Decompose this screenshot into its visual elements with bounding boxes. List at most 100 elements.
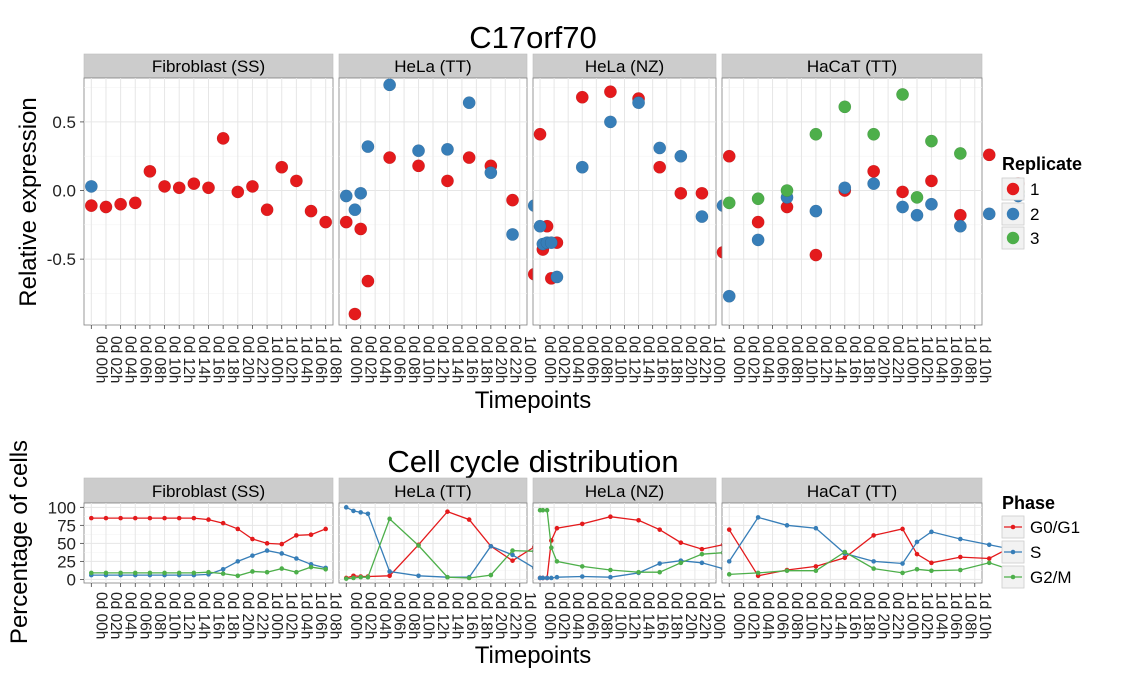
panel-strip-label: HaCaT (TT)	[807, 482, 897, 501]
x-tick-label: 0d 22h	[696, 592, 713, 639]
data-point	[579, 521, 585, 527]
x-tick-label: 0d 18h	[477, 336, 494, 383]
data-point	[128, 196, 142, 210]
x-tick-label: 0d 08h	[788, 336, 805, 383]
data-point	[678, 540, 684, 545]
data-point	[279, 541, 285, 547]
x-tick-label: 0d 10h	[802, 592, 819, 639]
data-point	[695, 210, 709, 224]
x-tick-label: 0d 08h	[597, 336, 614, 383]
data-point	[466, 575, 472, 581]
data-point	[900, 561, 905, 566]
data-point	[914, 539, 920, 545]
x-tick-label: 1d 04h	[932, 336, 949, 383]
series-line	[728, 516, 1019, 565]
data-point	[554, 574, 560, 580]
data-point	[416, 543, 421, 548]
data-point	[235, 573, 241, 579]
x-tick-label: 0d 04h	[376, 336, 393, 383]
y-tick-label: 50	[57, 534, 76, 553]
x-tick-label: 0d 20h	[875, 336, 892, 383]
x-tick-label: 0d 16h	[463, 592, 480, 639]
data-point	[914, 551, 920, 557]
data-point	[365, 511, 371, 517]
y-axis-title: Relative expression	[15, 97, 42, 306]
y-tick-label: 100	[48, 498, 76, 517]
x-tick-label: 0d 22h	[889, 592, 906, 639]
data-point	[323, 526, 328, 532]
x-tick-label: 0d 06h	[391, 336, 408, 383]
x-tick-label: 0d 00h	[730, 592, 747, 639]
legend-key-point	[1010, 524, 1016, 530]
data-point	[867, 127, 881, 141]
data-point	[351, 575, 356, 581]
x-tick-label: 0d 20h	[492, 592, 509, 639]
data-point	[358, 510, 363, 515]
data-point	[958, 567, 963, 573]
data-point	[147, 515, 153, 521]
y-tick-label: 25	[57, 552, 76, 571]
data-point	[986, 560, 992, 566]
x-tick-label: 0d 14h	[640, 592, 657, 639]
panel-strip-label: HeLa (TT)	[394, 482, 471, 501]
data-point	[871, 559, 876, 564]
x-tick-label: 1d 02h	[918, 336, 935, 383]
data-point	[554, 559, 560, 564]
data-point	[751, 192, 765, 206]
x-tick-label: 0d 04h	[122, 336, 139, 383]
data-point	[260, 203, 274, 217]
data-point	[343, 505, 349, 510]
x-tick-label: 0d 06h	[583, 336, 600, 383]
data-point	[114, 197, 128, 211]
data-point	[510, 548, 515, 553]
data-point	[103, 515, 109, 521]
x-tick-label: 1d 04h	[297, 336, 314, 383]
data-point	[361, 274, 375, 288]
x-axis-title: Timepoints	[475, 387, 591, 414]
x-tick-label: 0d 18h	[860, 336, 877, 383]
x-tick-label: 0d 04h	[759, 592, 776, 639]
panel-strip-label: HeLa (NZ)	[585, 482, 664, 501]
data-point	[488, 572, 494, 578]
chart-title: Cell cycle distribution	[387, 444, 678, 479]
panel-strip-label: Fibroblast (SS)	[152, 482, 265, 501]
data-point	[365, 574, 371, 580]
data-point	[445, 509, 450, 514]
data-point	[264, 569, 270, 575]
x-tick-label: 0d 18h	[668, 336, 685, 383]
x-tick-label: 0d 06h	[136, 592, 153, 639]
data-point	[929, 529, 934, 535]
data-point	[506, 193, 519, 207]
data-point	[871, 533, 876, 538]
data-point	[549, 575, 554, 581]
data-point	[132, 515, 138, 521]
data-point	[220, 520, 226, 526]
data-point	[900, 570, 905, 576]
data-point	[636, 517, 641, 523]
x-tick-label: 1d 00h	[268, 592, 285, 639]
data-point	[575, 160, 589, 174]
data-point	[339, 189, 353, 203]
data-point	[751, 233, 765, 247]
data-point	[910, 208, 924, 222]
data-point	[387, 573, 392, 579]
data-point	[361, 140, 375, 154]
x-tick-label: 0d 18h	[668, 592, 685, 639]
x-tick-label: 0d 18h	[477, 592, 494, 639]
panel-background	[721, 77, 983, 326]
legend: Phase G0/G1 S G2/M	[1001, 493, 1080, 589]
legend-label: 3	[1030, 229, 1039, 248]
data-point	[250, 553, 255, 558]
panel-strip	[83, 53, 334, 79]
x-tick-label: 0d 16h	[654, 592, 671, 639]
x-tick-label: 0d 08h	[597, 592, 614, 639]
data-point	[544, 575, 550, 581]
legend-label: 1	[1030, 180, 1039, 199]
data-point	[176, 515, 182, 521]
x-tick-label: 0d 20h	[239, 592, 256, 639]
data-point	[813, 525, 819, 531]
x-tick-label: 1d 02h	[283, 336, 300, 383]
x-tick-label: 0d 00h	[92, 592, 109, 639]
